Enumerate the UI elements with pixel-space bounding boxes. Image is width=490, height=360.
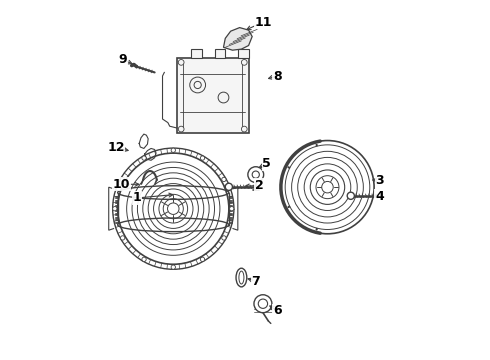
- Text: 12: 12: [107, 141, 124, 154]
- Circle shape: [142, 156, 146, 160]
- Circle shape: [121, 177, 125, 181]
- Text: 3: 3: [375, 174, 384, 186]
- FancyBboxPatch shape: [191, 49, 202, 58]
- Circle shape: [242, 59, 247, 65]
- Text: 10: 10: [113, 178, 130, 191]
- Circle shape: [222, 177, 226, 181]
- Circle shape: [200, 156, 205, 160]
- Circle shape: [222, 236, 226, 240]
- Circle shape: [230, 207, 234, 211]
- Text: 5: 5: [262, 157, 271, 170]
- Text: 1: 1: [133, 192, 142, 204]
- Circle shape: [121, 236, 125, 240]
- Circle shape: [178, 126, 184, 132]
- Text: 11: 11: [254, 16, 271, 29]
- Text: 6: 6: [273, 305, 282, 318]
- Text: 7: 7: [251, 275, 260, 288]
- Text: 9: 9: [119, 53, 127, 66]
- Text: 8: 8: [273, 69, 282, 82]
- Circle shape: [113, 207, 117, 211]
- Circle shape: [242, 126, 247, 132]
- Ellipse shape: [118, 218, 229, 231]
- Ellipse shape: [239, 271, 244, 284]
- Circle shape: [347, 192, 354, 199]
- FancyBboxPatch shape: [238, 49, 248, 58]
- FancyBboxPatch shape: [177, 58, 248, 134]
- Circle shape: [200, 257, 205, 261]
- Text: 4: 4: [375, 190, 384, 203]
- Ellipse shape: [236, 268, 247, 287]
- Ellipse shape: [118, 186, 229, 199]
- Circle shape: [171, 265, 175, 269]
- Circle shape: [171, 148, 175, 152]
- Text: 2: 2: [255, 179, 264, 192]
- Circle shape: [142, 257, 146, 261]
- FancyBboxPatch shape: [215, 49, 225, 58]
- Circle shape: [225, 183, 232, 190]
- Circle shape: [254, 295, 272, 313]
- Circle shape: [178, 59, 184, 65]
- Circle shape: [248, 167, 264, 183]
- Circle shape: [281, 140, 374, 234]
- Polygon shape: [223, 28, 252, 50]
